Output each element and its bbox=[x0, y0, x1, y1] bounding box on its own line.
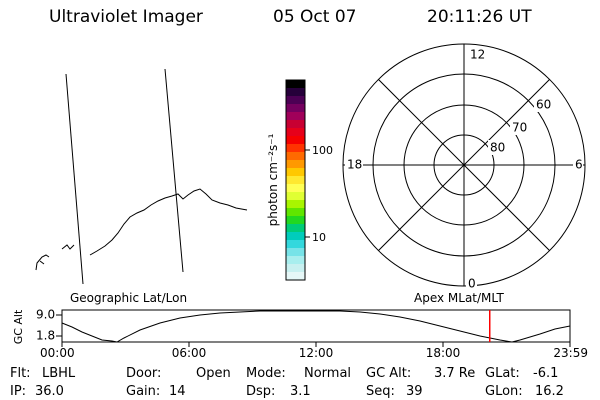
footer-value: 16.2 bbox=[535, 384, 564, 399]
altitude-curve bbox=[61, 310, 571, 343]
color-bar-segment bbox=[286, 264, 305, 273]
color-bar-segment bbox=[286, 160, 305, 169]
coastline bbox=[61, 244, 75, 250]
lat-label-70: 70 bbox=[512, 121, 527, 135]
footer-value: LBHL bbox=[42, 366, 76, 381]
geographic-label: Geographic Lat/Lon bbox=[70, 291, 187, 305]
footer-value: 3.1 bbox=[290, 384, 311, 399]
timeline-frame bbox=[61, 309, 571, 343]
color-bar-segment bbox=[286, 240, 305, 249]
coastline bbox=[39, 260, 45, 265]
color-bar-frame bbox=[285, 79, 306, 281]
label-backdrop bbox=[573, 157, 583, 173]
polar-diagonal bbox=[378, 79, 550, 251]
instrument-title: Ultraviolet Imager bbox=[49, 7, 203, 27]
color-bar-segment bbox=[286, 80, 305, 89]
coastline bbox=[35, 254, 50, 271]
label-backdrop bbox=[534, 97, 552, 112]
footer-value: -6.1 bbox=[533, 366, 559, 381]
color-bar-segment bbox=[286, 184, 305, 193]
footer-label: GLon: bbox=[485, 384, 523, 399]
color-bar-segment bbox=[286, 88, 305, 97]
footer-value: 3.7 Re bbox=[434, 366, 476, 381]
y-tick-label-high: 9.0 bbox=[36, 308, 55, 322]
color-bar-segment bbox=[286, 232, 305, 241]
coastline bbox=[89, 188, 248, 256]
color-bar-segment bbox=[286, 192, 305, 201]
color-bar-tick-10: 10 bbox=[312, 231, 326, 244]
color-bar-segment bbox=[286, 256, 305, 265]
footer-label: Door: bbox=[126, 366, 162, 381]
clock-label-6: 6 bbox=[575, 158, 583, 172]
footer-value: Open bbox=[196, 366, 231, 381]
footer-label: Mode: bbox=[246, 366, 286, 381]
label-backdrop bbox=[466, 276, 477, 291]
label-backdrop bbox=[488, 140, 506, 155]
clock-label-18: 18 bbox=[347, 158, 362, 172]
apex-label: Apex MLat/MLT bbox=[414, 291, 504, 305]
color-bar-segment bbox=[286, 216, 305, 225]
time-label: 20:11:26 UT bbox=[427, 7, 532, 27]
lat-label-80: 80 bbox=[490, 141, 505, 155]
altitude-timeline: 9.0 1.8 GC Alt Geographic Lat/Lon Apex M… bbox=[12, 291, 588, 360]
footer-value: Normal bbox=[304, 366, 352, 381]
x-tick-label: 23:59 bbox=[553, 346, 588, 360]
color-bar-segment bbox=[286, 168, 305, 177]
color-bar-tick-100: 100 bbox=[312, 144, 333, 157]
color-bar-segment bbox=[286, 200, 305, 209]
footer-label: Flt: bbox=[10, 366, 31, 381]
color-bar-segment bbox=[286, 208, 305, 217]
color-bar-segment bbox=[286, 144, 305, 153]
label-backdrop bbox=[468, 47, 486, 63]
clock-label-0: 0 bbox=[468, 277, 476, 291]
color-bar-segment bbox=[286, 224, 305, 233]
meridian-line bbox=[65, 73, 84, 285]
footer-label: Gain: bbox=[126, 384, 161, 399]
x-tick-label: 06:00 bbox=[172, 346, 207, 360]
footer-label: Dsp: bbox=[246, 384, 276, 399]
footer-label: Seq: bbox=[366, 384, 395, 399]
color-bar-segment bbox=[286, 104, 305, 113]
color-bar-segment bbox=[286, 96, 305, 105]
color-bar-segment bbox=[286, 248, 305, 257]
color-bar-segment bbox=[286, 112, 305, 121]
polar-plot: 12 18 6 0 60 70 80 bbox=[342, 43, 586, 291]
color-bar-segment bbox=[286, 120, 305, 129]
color-bar-segment bbox=[286, 128, 305, 137]
footer-label: GLat: bbox=[485, 366, 520, 381]
x-tick-label: 00:00 bbox=[40, 346, 75, 360]
color-bar-segment bbox=[286, 136, 305, 145]
footer-label: GC Alt: bbox=[366, 366, 412, 381]
footer-value: 14 bbox=[169, 384, 186, 399]
color-bar-segment bbox=[286, 176, 305, 185]
x-tick-label: 12:00 bbox=[299, 346, 334, 360]
color-bar-unit-label: photon cm⁻²s⁻¹ bbox=[266, 133, 280, 226]
x-tick-label: 18:00 bbox=[426, 346, 461, 360]
clock-label-12: 12 bbox=[470, 48, 485, 62]
color-bar bbox=[286, 80, 305, 281]
y-tick-label-low: 1.8 bbox=[36, 329, 55, 343]
footer-value: 36.0 bbox=[35, 384, 64, 399]
geographic-map-panel bbox=[35, 68, 248, 285]
color-bar-segment bbox=[286, 272, 305, 281]
label-backdrop bbox=[345, 157, 363, 173]
timeline-y-axis-title: GC Alt bbox=[12, 309, 25, 344]
footer-value: 39 bbox=[406, 384, 423, 399]
timeline-x-ticks: 00:00 06:00 12:00 18:00 23:59 bbox=[40, 342, 588, 360]
meridian-line bbox=[164, 68, 184, 273]
date-label: 05 Oct 07 bbox=[273, 7, 357, 27]
footer-label: IP: bbox=[10, 384, 27, 399]
label-backdrop bbox=[510, 120, 528, 135]
lat-label-60: 60 bbox=[536, 98, 551, 112]
color-bar-segment bbox=[286, 152, 305, 161]
